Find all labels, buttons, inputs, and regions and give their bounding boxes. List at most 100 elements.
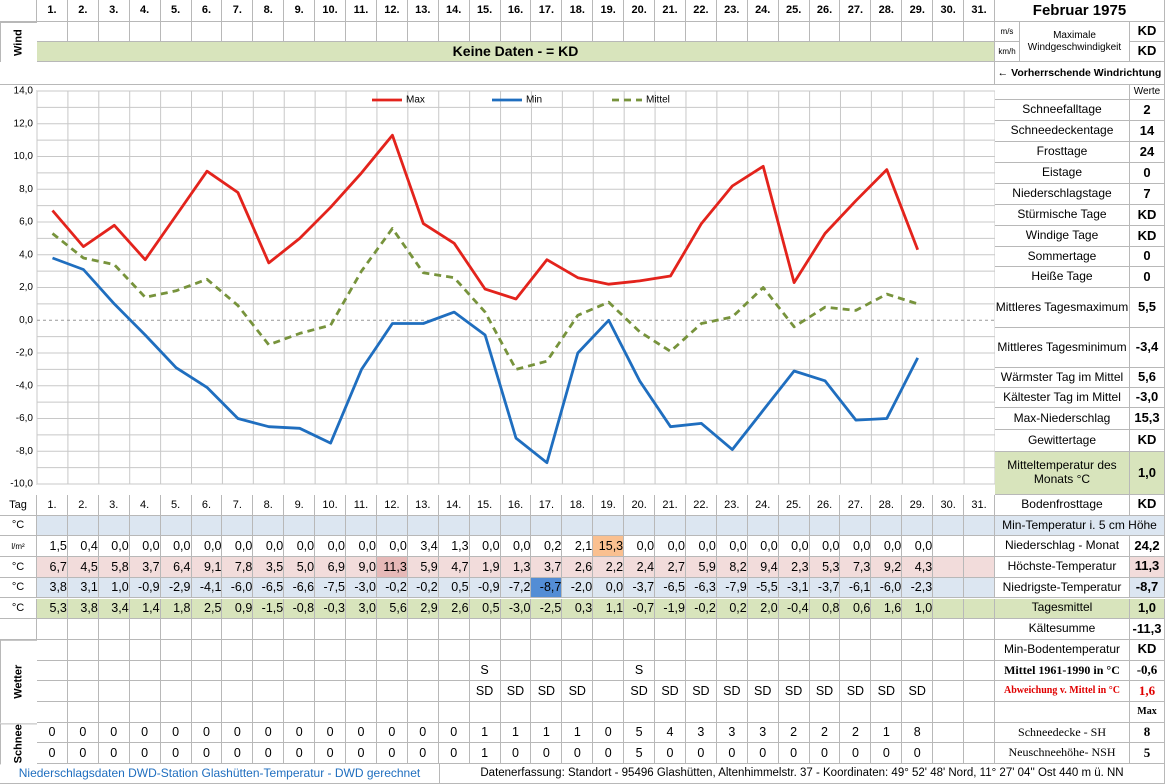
day-cell: 2,6 <box>438 598 470 620</box>
stats-label: Eistage <box>995 163 1130 184</box>
day-cell: 0,0 <box>593 577 625 599</box>
day-cell: 0 <box>593 743 625 765</box>
day-cell <box>160 681 192 702</box>
day-header: 19. <box>593 0 625 22</box>
day-label: 31. <box>964 495 995 516</box>
day-cell: 0,0 <box>98 536 130 558</box>
day-cell: 2 <box>778 722 810 744</box>
day-cell <box>67 515 99 537</box>
summary-value: KD <box>1130 495 1165 516</box>
day-cell: SD <box>685 681 717 702</box>
wind-value: KD <box>1130 42 1165 62</box>
summary-label: Abweichung v. Mittel in °C <box>995 681 1130 702</box>
day-cell <box>902 702 934 723</box>
wind-cell <box>964 22 995 42</box>
day-cell <box>593 660 625 682</box>
day-cell: -0,8 <box>284 598 316 620</box>
day-cell <box>129 619 161 640</box>
day-cell: 0 <box>160 722 192 744</box>
day-cell: 1 <box>871 722 903 744</box>
day-cell: 0 <box>655 743 686 765</box>
day-cell: 3,8 <box>37 577 68 599</box>
day-cell: -0,2 <box>685 598 717 620</box>
wind-cell <box>407 22 439 42</box>
stats-label: Max-Niederschlag <box>995 408 1130 430</box>
day-header: 15. <box>469 0 501 22</box>
day-cell <box>716 660 748 682</box>
day-cell: 0 <box>98 722 130 744</box>
day-cell <box>222 515 254 537</box>
day-cell <box>98 702 130 723</box>
day-cell <box>129 681 161 702</box>
day-cell <box>438 681 470 702</box>
day-cell <box>160 660 192 682</box>
day-cell: 0,4 <box>67 536 99 558</box>
day-header: 11. <box>346 0 377 22</box>
day-label: 9. <box>284 495 316 516</box>
day-cell <box>191 619 223 640</box>
wind-cell <box>469 22 501 42</box>
day-label: 20. <box>624 495 656 516</box>
day-cell <box>346 619 377 640</box>
wind-cell <box>747 22 779 42</box>
summary-value: Max <box>1130 702 1165 723</box>
day-cell <box>902 639 934 661</box>
day-cell: 0,0 <box>346 536 377 558</box>
corner-cell <box>0 0 37 22</box>
y-tick-label: -2,0 <box>16 348 34 359</box>
day-cell: 0 <box>191 743 223 765</box>
y-tick-label: 8,0 <box>19 184 33 195</box>
day-header: 29. <box>902 0 934 22</box>
day-cell <box>964 681 995 702</box>
day-cell <box>840 660 872 682</box>
day-cell: 0,0 <box>840 536 872 558</box>
row-unit: Tag <box>0 495 37 516</box>
legend-label: Max <box>406 95 425 106</box>
day-header: 14. <box>438 0 470 22</box>
day-header: 8. <box>253 0 285 22</box>
day-cell <box>346 681 377 702</box>
wind-cell <box>222 22 254 42</box>
day-cell: SD <box>902 681 934 702</box>
day-cell: 0 <box>346 722 377 744</box>
day-cell: -0,3 <box>315 598 347 620</box>
day-cell: -3,7 <box>624 577 656 599</box>
day-cell: 0 <box>902 743 934 765</box>
y-tick-label: 10,0 <box>14 151 34 162</box>
day-cell: -2,9 <box>160 577 192 599</box>
day-header: 21. <box>655 0 686 22</box>
day-cell: SD <box>655 681 686 702</box>
day-label: 29. <box>902 495 934 516</box>
day-cell <box>593 702 625 723</box>
day-cell: 5,8 <box>98 557 130 578</box>
day-header: 22. <box>685 0 717 22</box>
day-cell <box>407 619 439 640</box>
day-header: 27. <box>840 0 872 22</box>
day-cell: 0,0 <box>716 536 748 558</box>
day-cell <box>809 619 841 640</box>
day-label: 10. <box>315 495 347 516</box>
day-label: 22. <box>685 495 717 516</box>
day-cell: 0 <box>98 743 130 765</box>
day-label: 16. <box>500 495 532 516</box>
day-cell <box>407 660 439 682</box>
wind-cell <box>191 22 223 42</box>
day-cell: 0 <box>315 743 347 765</box>
day-cell: 0 <box>129 722 161 744</box>
y-tick-label: 14,0 <box>14 86 34 97</box>
day-cell: 1,1 <box>593 598 625 620</box>
day-cell: 0,0 <box>191 536 223 558</box>
day-cell: -6,5 <box>655 577 686 599</box>
y-tick-label: -8,0 <box>16 446 34 457</box>
y-tick-label: -6,0 <box>16 413 34 424</box>
day-cell <box>964 722 995 744</box>
day-cell: 3,5 <box>253 557 285 578</box>
day-cell <box>716 515 748 537</box>
stats-label: Kältester Tag im Mittel <box>995 388 1130 408</box>
day-cell <box>438 702 470 723</box>
day-cell: 0,0 <box>902 536 934 558</box>
day-cell: 3 <box>685 722 717 744</box>
day-cell <box>933 722 965 744</box>
day-cell: 3,4 <box>98 598 130 620</box>
day-cell: 0,5 <box>438 577 470 599</box>
